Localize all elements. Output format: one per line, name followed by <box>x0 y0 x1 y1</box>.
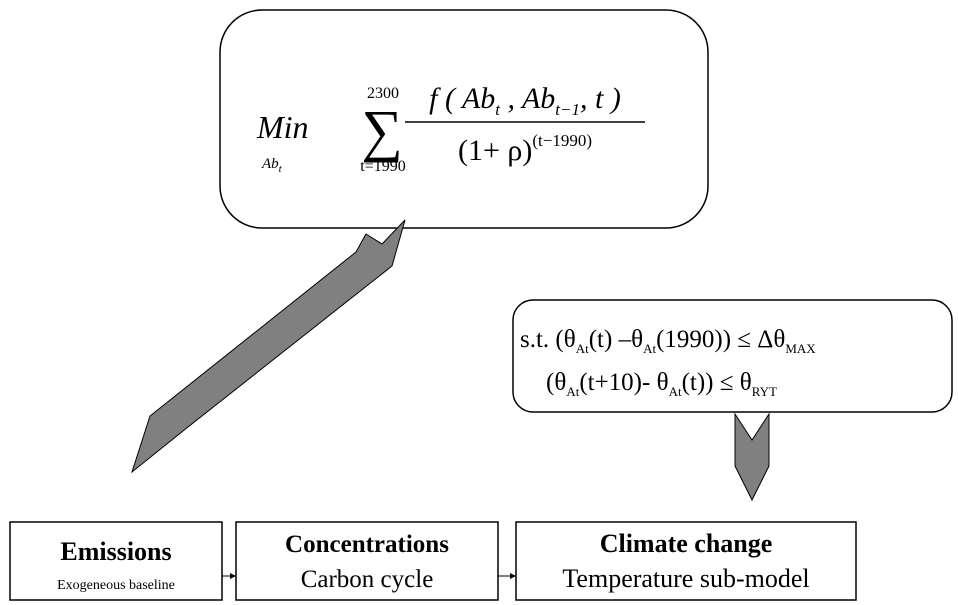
text-part: (1+ ρ) <box>458 134 532 167</box>
min-subscript: Abt <box>261 156 283 175</box>
objective-callout <box>219 9 709 229</box>
text-part: (t) –θ <box>589 326 643 353</box>
sigma: ∑ <box>361 98 402 163</box>
text-part: s.t. (θ <box>520 326 576 353</box>
box-title: Concentrations <box>285 531 449 558</box>
text-part: , t ) <box>580 82 621 115</box>
constraint-line: (θAt(t+10)- θAt(t)) ≤ θRYT <box>546 369 777 399</box>
constraint-callout <box>512 299 953 413</box>
script-part: At <box>669 384 682 399</box>
numerator: f ( Abt , Abt−1, t ) <box>429 82 621 119</box>
text-part: (1990)) ≤ Δθ <box>656 326 785 353</box>
script-part: t−1 <box>555 100 580 119</box>
script-part: RYT <box>752 384 777 399</box>
box-subtitle: Carbon cycle <box>301 566 434 593</box>
emissions-box <box>9 521 223 601</box>
box-title: Climate change <box>600 529 773 558</box>
script-part: At <box>576 341 589 356</box>
arrowhead <box>230 573 236 579</box>
min-operator: Min <box>256 109 309 145</box>
small-arrow <box>734 412 770 502</box>
box-subtitle: Temperature sub-model <box>562 564 809 593</box>
text-part: f ( Ab <box>429 82 495 115</box>
text-part: , Ab <box>500 82 555 115</box>
climate-box <box>515 521 857 601</box>
sum-lower: t=1990 <box>360 158 405 175</box>
box-title: Emissions <box>60 537 171 566</box>
sum-upper: 2300 <box>367 85 399 102</box>
box-subtitle: Exogeneous baseline <box>57 578 175 593</box>
arrowhead <box>510 573 516 579</box>
text-part: Ab <box>261 156 279 172</box>
concentrations-box <box>235 521 499 601</box>
text-part: (θ <box>546 369 566 396</box>
text-part: (t+10)- θ <box>579 369 668 396</box>
script-part: t <box>495 100 501 119</box>
text-part: (t)) ≤ θ <box>682 369 752 396</box>
constraint-line: s.t. (θAt(t) –θAt(1990)) ≤ ΔθMAX <box>520 326 816 356</box>
denominator: (1+ ρ)(t−1990) <box>458 131 592 167</box>
script-part: t <box>279 163 283 175</box>
script-part: (t−1990) <box>532 131 592 150</box>
big-arrow <box>131 219 406 474</box>
script-part: MAX <box>785 341 816 356</box>
script-part: At <box>643 341 656 356</box>
script-part: At <box>566 384 579 399</box>
